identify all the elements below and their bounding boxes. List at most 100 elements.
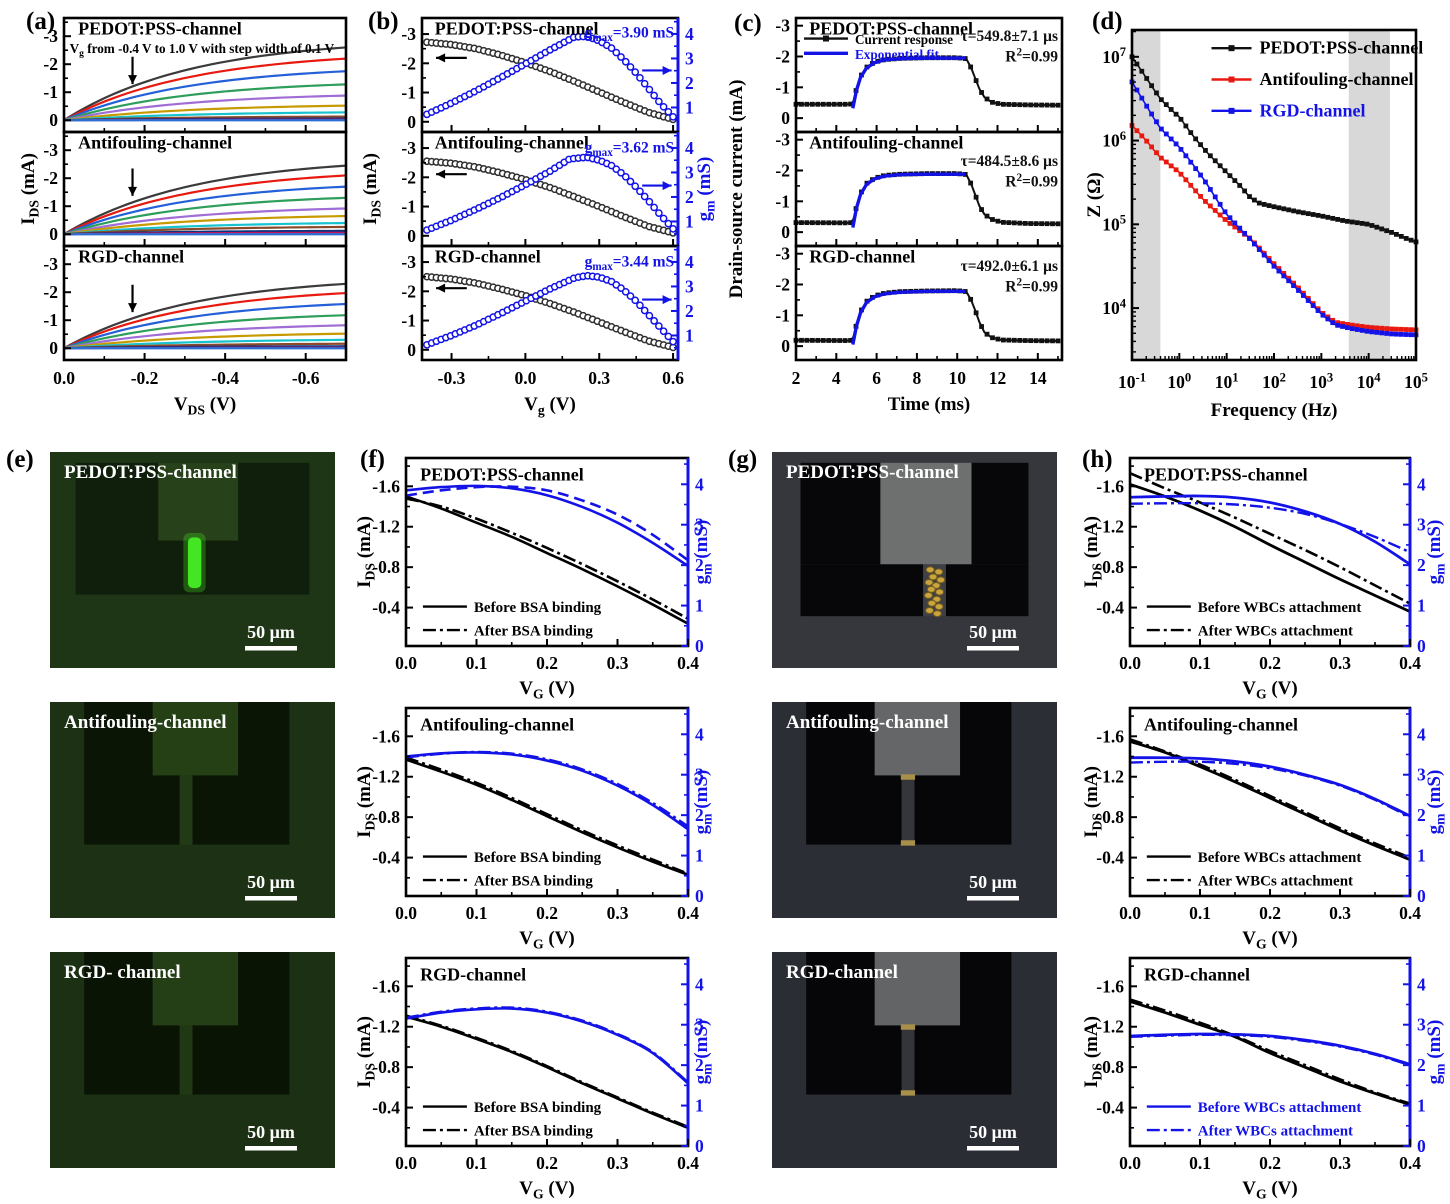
legend-label: After WBCs attachment — [1198, 1124, 1353, 1140]
panel-e-micrograph-antifouling: Antifouling-channel 50 μm — [50, 702, 335, 918]
marker — [1379, 330, 1385, 336]
chart-text: -3 — [775, 244, 790, 264]
chart-text: 3 — [695, 1015, 704, 1035]
series-vg-curve-6 — [63, 338, 347, 350]
marker — [968, 64, 974, 70]
marker — [1198, 142, 1203, 148]
marker — [1384, 326, 1390, 332]
scale-bar — [967, 896, 1019, 901]
subplot-subtitle: Vg from -0.4 V to 1.0 V with step width … — [70, 41, 335, 59]
arrow-head — [128, 186, 138, 196]
chart-text: -1 — [43, 196, 58, 216]
marker — [1276, 205, 1282, 211]
marker — [1154, 90, 1159, 96]
chart-text: 106 — [1102, 129, 1126, 151]
panel-label-f: (f) — [360, 446, 385, 473]
chart-text: -0.4 — [1096, 1098, 1124, 1118]
chart-text: 0 — [695, 636, 704, 656]
marker — [1310, 212, 1316, 217]
marker — [1300, 293, 1306, 298]
chart-text: -1 — [43, 82, 58, 102]
chart-text: 0.4 — [677, 653, 699, 673]
chart-text: 0.2 — [1259, 903, 1281, 923]
marker — [848, 220, 853, 226]
chart-text: 0 — [407, 340, 416, 360]
marker — [1232, 178, 1238, 183]
marker — [1158, 155, 1164, 161]
series-vg-curve-1 — [63, 57, 347, 122]
chart-text: 2 — [1417, 805, 1426, 825]
marker — [1325, 316, 1331, 322]
marker — [1207, 203, 1213, 209]
chart-text: 4 — [685, 252, 694, 272]
annotation: τ=549.8±7.1 μs — [961, 28, 1058, 45]
chart-text: -0.8 — [372, 807, 400, 827]
chart-text: 0 — [695, 1136, 704, 1156]
chart-text: 101 — [1215, 370, 1239, 392]
marker — [1374, 329, 1380, 335]
micrograph-title: Antifouling-channel — [64, 712, 227, 733]
chart-text: -1.6 — [372, 726, 400, 746]
series-vg-curve-4 — [63, 207, 347, 236]
series-Before BSA binding — [405, 758, 689, 876]
chart-text: 3 — [685, 276, 694, 296]
marker — [1398, 233, 1404, 239]
series-vg-curve-1 — [63, 174, 347, 236]
chart-text: 0.2 — [536, 653, 558, 673]
marker — [1335, 320, 1341, 326]
panel-f-bsa-chart-antifouling: 0.0 0.1 0.2 0.3 0.4 -0.4 -0.8 -1.2 -1.6 0 1 2 3 4 Anti… — [354, 706, 715, 952]
marker — [1222, 217, 1228, 222]
subplot-RGD-channel — [1128, 956, 1412, 1148]
right-y-axis-label: gm (mS) — [1424, 520, 1448, 585]
marker — [990, 217, 995, 222]
marker — [1188, 182, 1194, 188]
panel-g-micrograph-antifouling: Antifouling-channel 50 μm — [772, 702, 1057, 918]
y-axis-label: IDS (mA) — [1081, 766, 1105, 838]
marker — [1247, 236, 1252, 241]
marker — [1022, 338, 1028, 343]
panel-a-output-curves-chart: 0 -1 -2 -3 PEDOT:PSS-channel Vg from -0.4 V t… — [18, 16, 348, 418]
marker — [659, 327, 668, 336]
series-vg-curve-6 — [63, 111, 347, 122]
chart-text: -0.4 — [372, 598, 400, 618]
marker — [1408, 327, 1414, 333]
legend-label: Before BSA binding — [474, 600, 602, 616]
arrow-head — [128, 303, 138, 313]
series-gm before — [1129, 494, 1411, 566]
marker — [1193, 188, 1199, 194]
chart-text: 0.3 — [588, 368, 610, 388]
marker — [655, 97, 663, 106]
series-vg-curve-3 — [63, 196, 347, 236]
axes-frame — [62, 244, 348, 362]
marker — [831, 220, 837, 226]
marker — [1286, 278, 1292, 284]
micrograph-title: PEDOT:PSS-channel — [64, 462, 237, 483]
subplot-title: Antifouling-channel — [809, 133, 963, 153]
electrode-left-bottom — [806, 1025, 902, 1095]
marker — [1271, 261, 1277, 267]
electrode-left-top — [806, 952, 875, 1026]
annotation: gmax=3.44 mS — [585, 254, 675, 274]
marker — [1017, 102, 1023, 108]
highlight-band — [1132, 30, 1161, 360]
chart-text: 3 — [685, 162, 694, 182]
chart-text: 10 — [948, 368, 966, 388]
chart-text: 104 — [1357, 370, 1382, 392]
marker — [659, 214, 668, 223]
marker — [1212, 194, 1218, 200]
marker — [984, 213, 990, 219]
x-axis-label: VDS (V) — [174, 394, 236, 418]
electrode-right-bottom — [192, 775, 290, 845]
arrow-head — [662, 65, 672, 75]
annotation: R2=0.99 — [1005, 277, 1058, 296]
gate-region — [152, 702, 239, 776]
marker — [1139, 68, 1145, 74]
marker — [1232, 224, 1238, 230]
marker — [1163, 102, 1169, 107]
marker — [1158, 97, 1164, 103]
marker — [1320, 213, 1326, 219]
scale-bar-label: 50 μm — [247, 1122, 295, 1142]
subplot-svg-d — [1129, 28, 1419, 362]
marker — [645, 311, 654, 320]
chart-text: 0.1 — [1189, 653, 1211, 673]
